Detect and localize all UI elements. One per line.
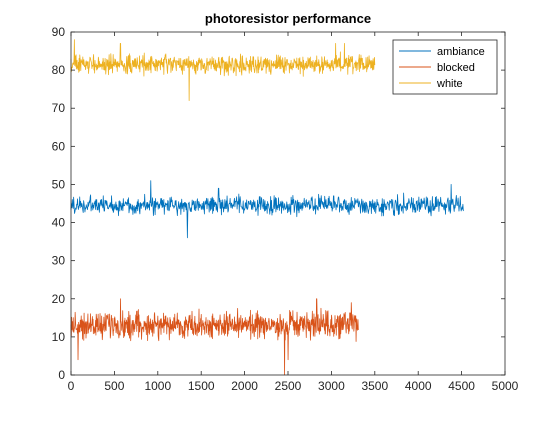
series-line-white xyxy=(70,39,376,101)
x-tick-label: 5000 xyxy=(492,379,519,393)
x-tick-label: 4500 xyxy=(448,379,475,393)
y-tick-label: 90 xyxy=(52,25,66,39)
legend-label-white: white xyxy=(436,78,463,90)
x-tick-label: 0 xyxy=(68,379,75,393)
x-tick-label: 2500 xyxy=(275,379,302,393)
x-tick-label: 3500 xyxy=(361,379,388,393)
legend: ambiance blocked white xyxy=(392,39,498,95)
y-tick-label: 80 xyxy=(52,63,66,77)
y-tick-label: 20 xyxy=(52,292,66,306)
y-tick-label: 70 xyxy=(52,101,66,115)
y-tick-label: 30 xyxy=(52,254,66,268)
x-tick-label: 500 xyxy=(104,379,124,393)
y-tick-label: 60 xyxy=(52,139,66,153)
y-tick-label: 0 xyxy=(58,368,65,382)
x-tick-label: 1000 xyxy=(144,379,171,393)
x-tick-label: 2000 xyxy=(231,379,258,393)
x-tick-label: 1500 xyxy=(188,379,215,393)
x-tick-label: 4000 xyxy=(405,379,432,393)
y-tick-label: 10 xyxy=(52,330,66,344)
series-layer xyxy=(70,39,464,376)
y-tick-label: 50 xyxy=(52,177,66,191)
legend-label-ambiance: ambiance xyxy=(437,46,485,58)
series-line-ambiance xyxy=(70,180,464,239)
series-line-blocked xyxy=(70,298,359,376)
y-tick-label: 40 xyxy=(52,216,66,230)
axes-layer: 0 500 1000 1500 2000 2500 3000 3500 4000 4500 5000… xyxy=(52,25,519,393)
x-tick-label: 3000 xyxy=(318,379,345,393)
legend-label-blocked: blocked xyxy=(437,62,475,74)
chart-title: photoresistor performance xyxy=(205,11,371,26)
